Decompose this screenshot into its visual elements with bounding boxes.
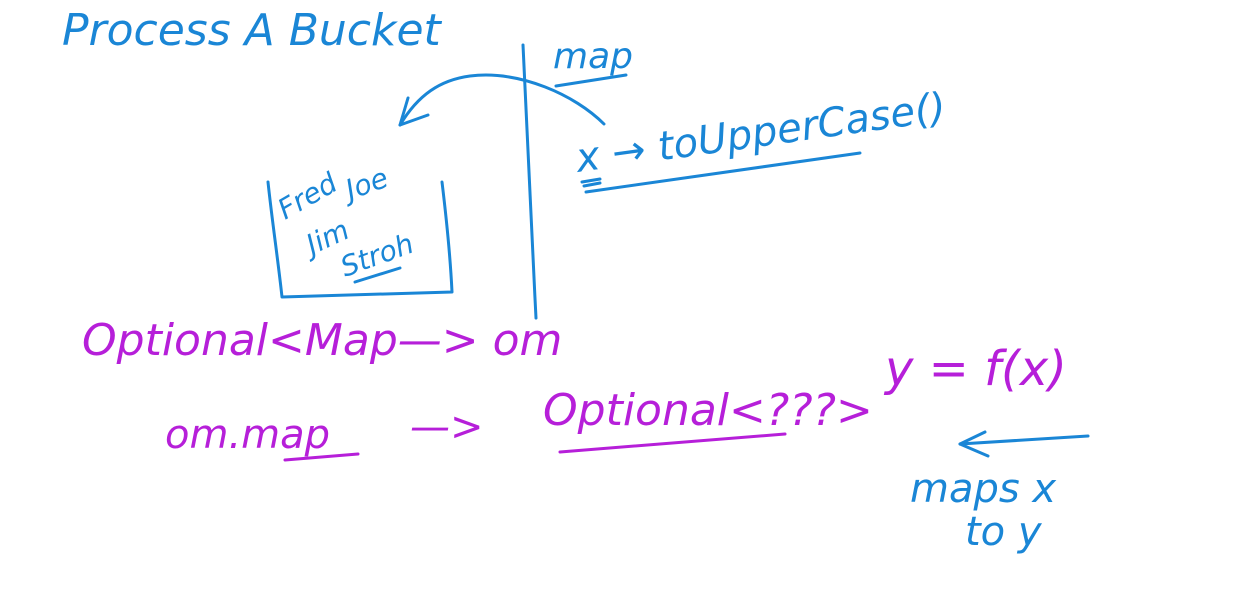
result-underline xyxy=(558,432,787,454)
x-variable-marker xyxy=(580,177,602,188)
vertical-divider xyxy=(521,43,538,320)
caption-arrow-head xyxy=(958,430,990,458)
bucket-item: Joe xyxy=(336,161,392,208)
caption-line-2: to y xyxy=(965,509,1043,555)
lambda-underline xyxy=(584,151,862,194)
caption-line-1: maps x xyxy=(910,466,1056,512)
bucket-outline xyxy=(266,180,454,299)
caption-arrow-shaft xyxy=(958,434,1090,446)
function-text: y = f(x) xyxy=(883,341,1067,397)
curved-arrow xyxy=(398,73,606,127)
call-arrow: —> xyxy=(410,404,484,450)
curved-arrow-head xyxy=(398,96,430,127)
call-underline xyxy=(283,452,360,462)
call-text: om.map xyxy=(165,412,330,458)
declaration-text: Optional<Map—> om xyxy=(82,315,562,366)
bucket-item-underline xyxy=(353,266,402,284)
heading-text: Process A Bucket xyxy=(62,5,443,56)
map-label: map xyxy=(553,36,633,77)
map-underline xyxy=(554,73,628,88)
result-text: Optional<???> xyxy=(543,385,873,436)
